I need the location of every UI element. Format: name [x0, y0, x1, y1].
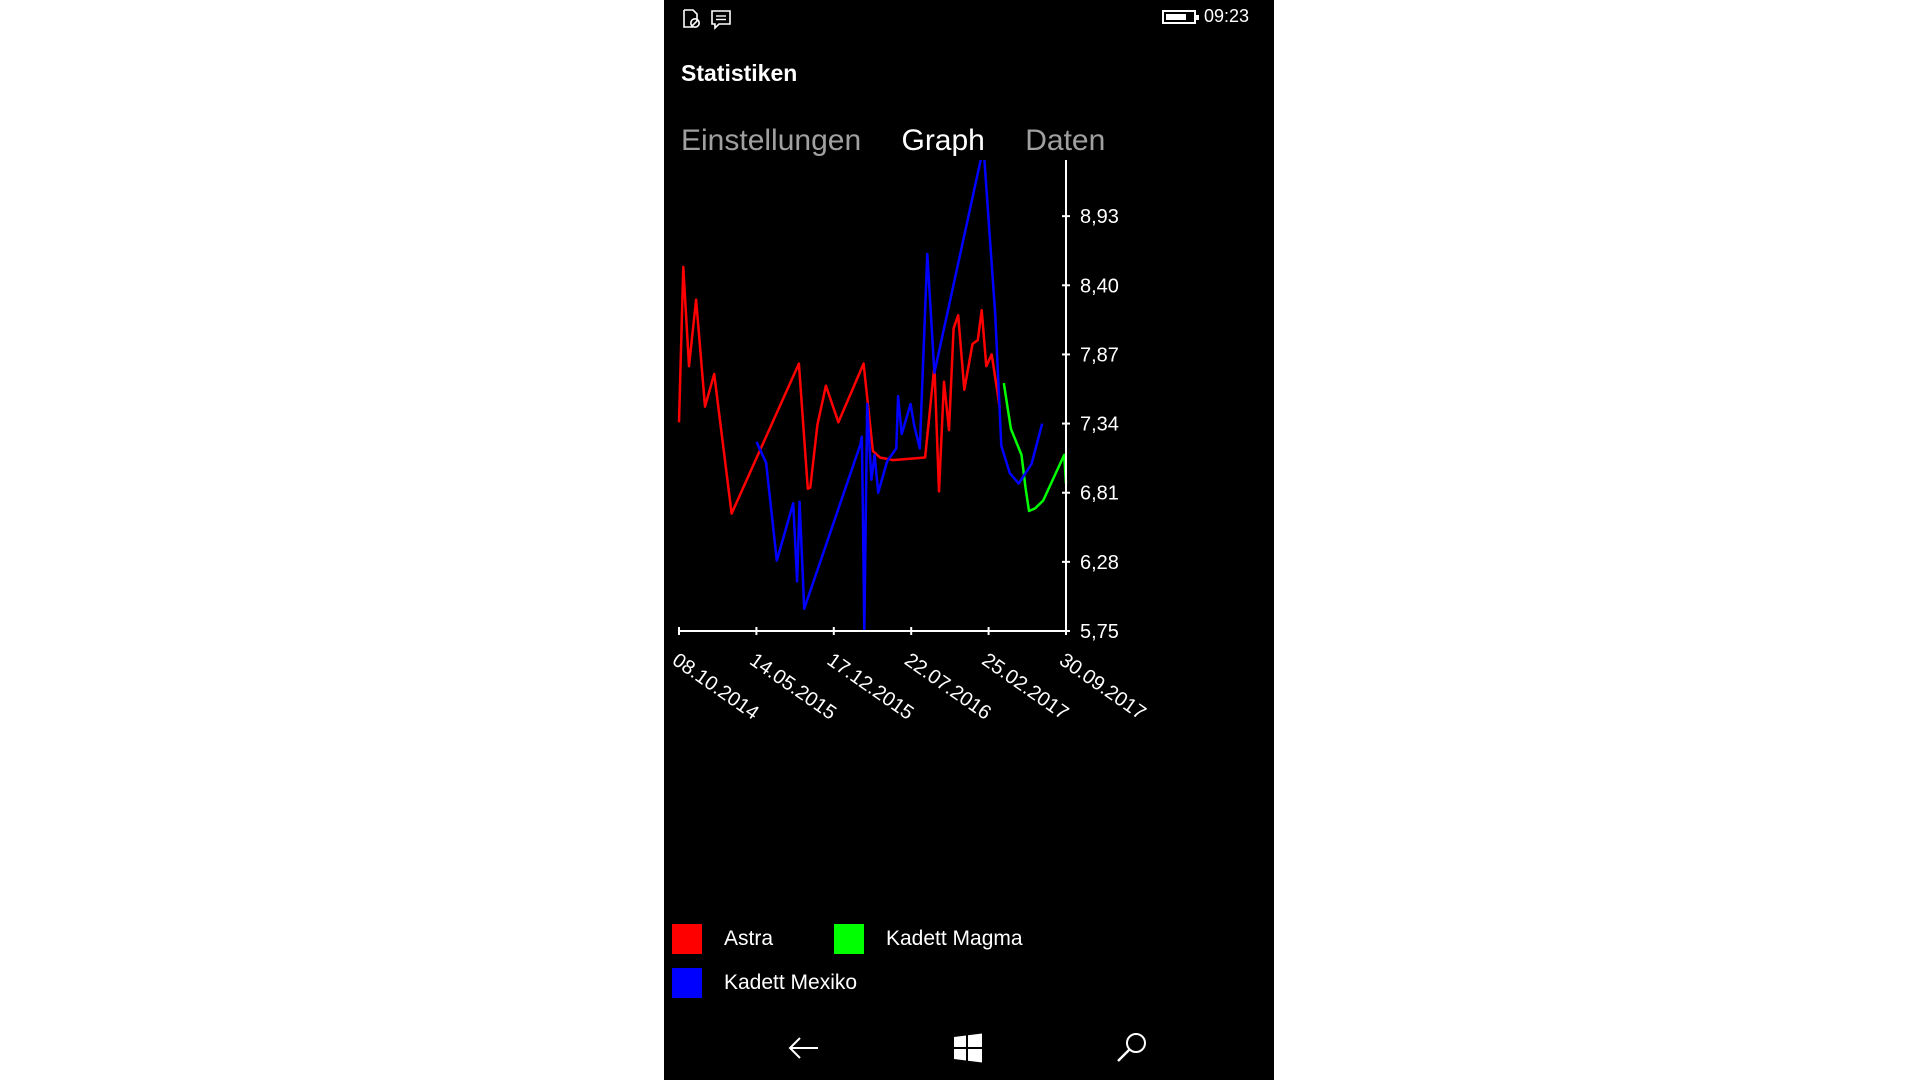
y-tick-label: 8,40 [1080, 275, 1119, 297]
legend-swatch-astra [672, 924, 702, 954]
y-tick-label: 5,75 [1080, 621, 1119, 643]
line-chart: 5,756,286,817,347,878,408,939,4608.10.20… [668, 160, 1150, 725]
tab-bar: Einstellungen Graph Daten [681, 124, 1137, 158]
x-tick-label: 08.10.2014 [668, 649, 763, 724]
back-arrow-icon[interactable] [784, 1028, 824, 1068]
legend-swatch-kadett-magma [834, 924, 864, 954]
x-tick-label: 14.05.2015 [746, 649, 841, 724]
series-line-kadett-magma [1002, 382, 1068, 513]
legend-label-astra: Astra [724, 927, 774, 950]
tab-graph[interactable]: Graph [901, 124, 985, 157]
message-icon [711, 10, 731, 30]
x-tick-label: 30.09.2017 [1055, 649, 1150, 724]
search-icon[interactable] [1112, 1028, 1152, 1068]
location-off-icon [683, 9, 700, 28]
phone-screen: 09:23 Statistiken Einstellungen Graph Da… [664, 0, 1274, 1080]
y-tick-label: 8,93 [1080, 206, 1119, 228]
series-layer [677, 160, 1068, 633]
y-tick-label: 6,28 [1080, 552, 1119, 574]
windows-logo-icon[interactable] [948, 1028, 988, 1068]
series-line-astra [677, 265, 1002, 515]
status-time: 09:23 [1204, 6, 1250, 26]
legend-label-kadett-mexiko: Kadett Mexiko [724, 971, 858, 994]
tab-daten[interactable]: Daten [1025, 124, 1106, 157]
x-tick-label: 17.12.2015 [823, 649, 918, 724]
series-line-kadett-mexiko [755, 160, 1044, 633]
legend-swatch-kadett-mexiko [672, 968, 702, 998]
tab-einstellungen[interactable]: Einstellungen [681, 124, 862, 157]
navigation-bar [664, 1010, 1274, 1080]
y-tick-label: 6,81 [1080, 483, 1119, 505]
y-tick-label: 7,87 [1080, 344, 1119, 366]
status-bar: 09:23 [664, 0, 1274, 36]
legend-label-kadett-magma: Kadett Magma [886, 927, 1023, 950]
battery-icon [1162, 10, 1199, 24]
page-title: Statistiken [681, 60, 798, 86]
y-tick-label: 7,34 [1080, 414, 1119, 436]
x-tick-label: 25.02.2017 [978, 649, 1073, 724]
axis-layer: 5,756,286,817,347,878,408,939,4608.10.20… [668, 160, 1150, 725]
x-tick-label: 22.07.2016 [900, 649, 995, 724]
